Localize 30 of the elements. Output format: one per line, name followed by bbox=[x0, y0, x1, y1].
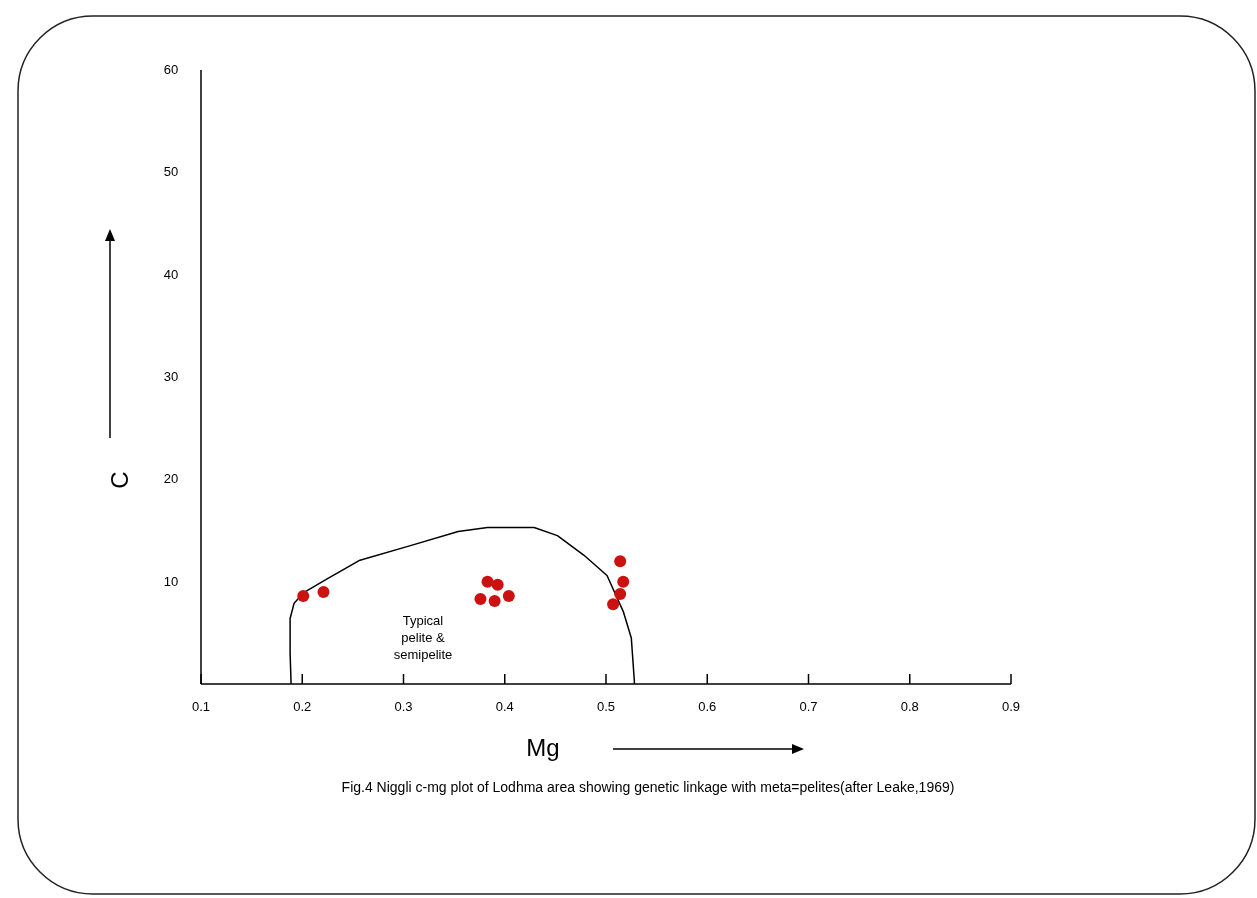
y-tick-label: 30 bbox=[163, 369, 179, 384]
point bbox=[607, 598, 620, 611]
x-tick-label: 0.5 bbox=[596, 699, 616, 714]
y-axis-title: C bbox=[106, 471, 133, 489]
point bbox=[488, 595, 501, 608]
point bbox=[491, 578, 504, 591]
point bbox=[614, 587, 627, 600]
y-tick-label: 60 bbox=[163, 62, 179, 77]
point bbox=[502, 589, 515, 602]
x-tick-label: 0.2 bbox=[293, 699, 312, 714]
annotation: Typical pelite & semipelite bbox=[393, 613, 453, 662]
point bbox=[614, 555, 627, 568]
x-tick-label: 0.7 bbox=[799, 699, 818, 714]
x-tick-label: 0.6 bbox=[698, 699, 717, 714]
point bbox=[617, 575, 630, 588]
x-tick-label: 0.4 bbox=[495, 699, 514, 714]
point bbox=[317, 585, 330, 598]
y-tick-label: 50 bbox=[163, 164, 179, 180]
y-tick-label: 10 bbox=[163, 573, 179, 589]
y-tick-label: 20 bbox=[163, 471, 179, 487]
point bbox=[481, 575, 494, 588]
point bbox=[297, 589, 310, 602]
y-tick-label: 40 bbox=[163, 266, 179, 282]
x-tick-label: 0.1 bbox=[191, 699, 211, 714]
x-tick-label: 0.3 bbox=[394, 699, 413, 714]
point bbox=[474, 593, 487, 606]
x-axis-title: Mg bbox=[526, 734, 560, 761]
x-tick-label: 0.9 bbox=[1001, 699, 1021, 714]
x-tick-label: 0.8 bbox=[900, 699, 919, 714]
caption: Fig.4 Niggli c-mg plot of Lodhma area showing genetic linkage with meta=pelites(after Leake,1969) bbox=[341, 779, 955, 795]
